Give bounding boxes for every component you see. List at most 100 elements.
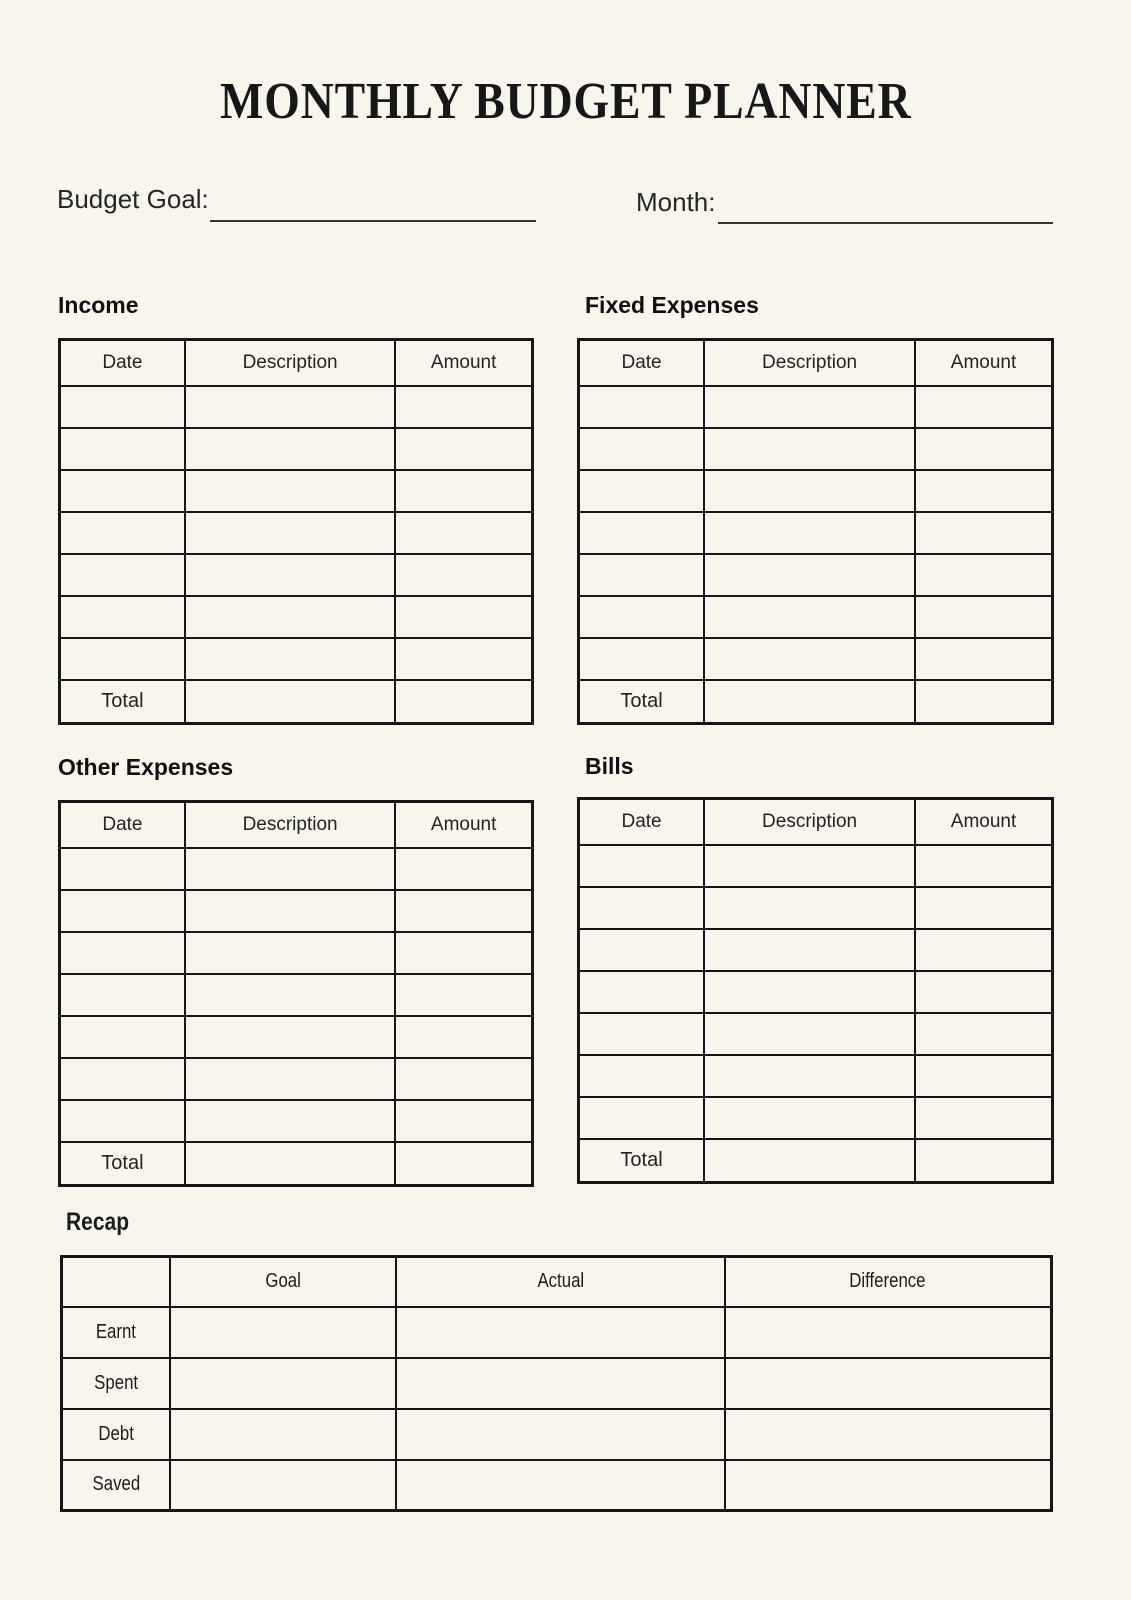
other-expenses-amount-blank-cell[interactable] [394, 1014, 534, 1059]
income-description-blank-cell[interactable] [183, 510, 397, 555]
fixed-expenses-amount-blank-cell[interactable] [914, 552, 1054, 597]
other-expenses-amount-blank-cell[interactable] [394, 846, 534, 891]
bills-description-blank-cell[interactable] [703, 927, 917, 972]
fixed-expenses-date-blank-cell[interactable] [577, 384, 706, 429]
income-amount-blank-cell[interactable] [394, 636, 534, 681]
bills-total-amount-cell[interactable] [914, 1137, 1054, 1184]
fixed-expenses-date-blank-cell[interactable] [577, 552, 706, 597]
other-expenses-description-blank-cell[interactable] [183, 846, 397, 891]
other-expenses-amount-blank-cell[interactable] [394, 1098, 534, 1143]
recap-earnt-difference-cell[interactable] [723, 1305, 1053, 1359]
fixed-expenses-date-blank-cell[interactable] [577, 636, 706, 681]
other-expenses-description-blank-cell[interactable] [183, 1014, 397, 1059]
other-expenses-amount-blank-cell[interactable] [394, 888, 534, 933]
fixed-expenses-amount-blank-cell[interactable] [914, 510, 1054, 555]
income-date-blank-cell[interactable] [58, 594, 186, 639]
bills-amount-blank-cell[interactable] [914, 885, 1054, 930]
bills-amount-blank-cell[interactable] [914, 843, 1054, 888]
bills-amount-blank-cell[interactable] [914, 969, 1054, 1014]
recap-earnt-goal-cell[interactable] [169, 1305, 398, 1359]
bills-date-blank-cell[interactable] [577, 1095, 706, 1140]
fixed-expenses-description-blank-cell[interactable] [703, 384, 917, 429]
fixed-expenses-date-blank-cell[interactable] [577, 510, 706, 555]
recap-saved-actual-cell[interactable] [395, 1458, 726, 1512]
fixed-expenses-amount-blank-cell[interactable] [914, 426, 1054, 471]
budget-goal-input-line[interactable] [210, 220, 536, 222]
income-amount-blank-cell[interactable] [394, 384, 534, 429]
income-amount-blank-cell[interactable] [394, 552, 534, 597]
fixed-expenses-amount-blank-cell[interactable] [914, 636, 1054, 681]
income-date-blank-cell[interactable] [58, 510, 186, 555]
bills-description-blank-cell[interactable] [703, 843, 917, 888]
recap-spent-goal-cell[interactable] [169, 1356, 398, 1410]
bills-description-blank-cell[interactable] [703, 1011, 917, 1056]
other-expenses-description-blank-cell[interactable] [183, 1056, 397, 1101]
recap-spent-difference-cell[interactable] [723, 1356, 1053, 1410]
income-description-blank-cell[interactable] [183, 552, 397, 597]
other-expenses-amount-blank-cell[interactable] [394, 972, 534, 1017]
fixed-expenses-total-description-cell[interactable] [703, 678, 917, 725]
income-description-blank-cell[interactable] [183, 384, 397, 429]
other-expenses-amount-blank-cell[interactable] [394, 930, 534, 975]
income-amount-blank-cell[interactable] [394, 510, 534, 555]
other-expenses-date-blank-cell[interactable] [58, 1098, 186, 1143]
income-date-blank-cell[interactable] [58, 636, 186, 681]
income-description-blank-cell[interactable] [183, 594, 397, 639]
other-expenses-date-blank-cell[interactable] [58, 1056, 186, 1101]
fixed-expenses-date-blank-cell[interactable] [577, 426, 706, 471]
bills-date-blank-cell[interactable] [577, 843, 706, 888]
bills-description-blank-cell[interactable] [703, 969, 917, 1014]
bills-description-blank-cell[interactable] [703, 1053, 917, 1098]
bills-date-blank-cell[interactable] [577, 969, 706, 1014]
recap-saved-difference-cell[interactable] [723, 1458, 1053, 1512]
fixed-expenses-amount-blank-cell[interactable] [914, 468, 1054, 513]
income-date-blank-cell[interactable] [58, 426, 186, 471]
other-expenses-description-blank-cell[interactable] [183, 888, 397, 933]
recap-debt-goal-cell[interactable] [169, 1407, 398, 1461]
income-amount-blank-cell[interactable] [394, 426, 534, 471]
fixed-expenses-description-blank-cell[interactable] [703, 426, 917, 471]
other-expenses-description-blank-cell[interactable] [183, 930, 397, 975]
other-expenses-amount-blank-cell[interactable] [394, 1056, 534, 1101]
other-expenses-description-blank-cell[interactable] [183, 1098, 397, 1143]
fixed-expenses-description-blank-cell[interactable] [703, 552, 917, 597]
other-expenses-date-blank-cell[interactable] [58, 972, 186, 1017]
bills-amount-blank-cell[interactable] [914, 927, 1054, 972]
income-date-blank-cell[interactable] [58, 552, 186, 597]
income-description-blank-cell[interactable] [183, 468, 397, 513]
recap-spent-actual-cell[interactable] [395, 1356, 726, 1410]
bills-date-blank-cell[interactable] [577, 1011, 706, 1056]
other-expenses-date-blank-cell[interactable] [58, 888, 186, 933]
fixed-expenses-description-blank-cell[interactable] [703, 594, 917, 639]
income-description-blank-cell[interactable] [183, 636, 397, 681]
fixed-expenses-description-blank-cell[interactable] [703, 468, 917, 513]
bills-date-blank-cell[interactable] [577, 885, 706, 930]
bills-total-description-cell[interactable] [703, 1137, 917, 1184]
recap-debt-difference-cell[interactable] [723, 1407, 1053, 1461]
income-date-blank-cell[interactable] [58, 384, 186, 429]
other-expenses-total-description-cell[interactable] [183, 1140, 397, 1187]
bills-description-blank-cell[interactable] [703, 885, 917, 930]
fixed-expenses-total-amount-cell[interactable] [914, 678, 1054, 725]
fixed-expenses-description-blank-cell[interactable] [703, 636, 917, 681]
income-date-blank-cell[interactable] [58, 468, 186, 513]
other-expenses-date-blank-cell[interactable] [58, 930, 186, 975]
income-total-amount-cell[interactable] [394, 678, 534, 725]
other-expenses-date-blank-cell[interactable] [58, 1014, 186, 1059]
income-amount-blank-cell[interactable] [394, 594, 534, 639]
fixed-expenses-date-blank-cell[interactable] [577, 468, 706, 513]
income-amount-blank-cell[interactable] [394, 468, 534, 513]
month-input-line[interactable] [718, 222, 1053, 224]
bills-amount-blank-cell[interactable] [914, 1011, 1054, 1056]
other-expenses-total-amount-cell[interactable] [394, 1140, 534, 1187]
recap-debt-actual-cell[interactable] [395, 1407, 726, 1461]
fixed-expenses-date-blank-cell[interactable] [577, 594, 706, 639]
income-description-blank-cell[interactable] [183, 426, 397, 471]
fixed-expenses-amount-blank-cell[interactable] [914, 594, 1054, 639]
recap-earnt-actual-cell[interactable] [395, 1305, 726, 1359]
bills-amount-blank-cell[interactable] [914, 1053, 1054, 1098]
other-expenses-description-blank-cell[interactable] [183, 972, 397, 1017]
other-expenses-date-blank-cell[interactable] [58, 846, 186, 891]
bills-description-blank-cell[interactable] [703, 1095, 917, 1140]
bills-date-blank-cell[interactable] [577, 1053, 706, 1098]
